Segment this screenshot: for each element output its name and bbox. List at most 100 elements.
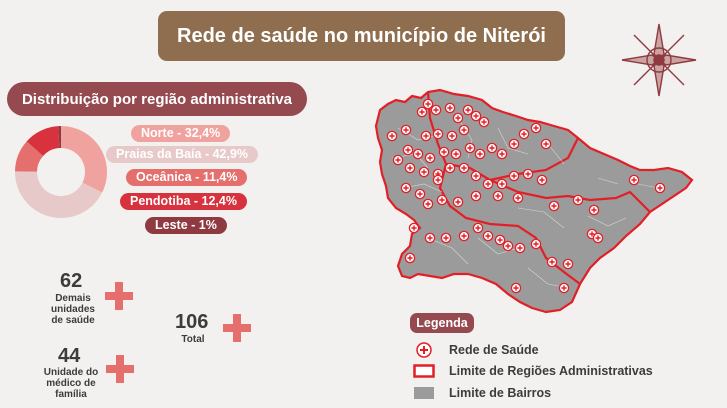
health-unit-marker	[482, 178, 494, 190]
health-unit-marker	[472, 222, 484, 234]
health-unit-marker	[420, 130, 432, 142]
health-unit-marker	[562, 258, 574, 270]
health-unit-marker	[486, 142, 498, 154]
other-units-count: 62	[60, 270, 83, 292]
health-unit-marker	[492, 190, 504, 202]
health-unit-marker	[450, 148, 462, 160]
health-unit-marker	[514, 242, 526, 254]
health-unit-marker	[470, 190, 482, 202]
health-unit-marker	[404, 252, 416, 264]
health-unit-marker	[402, 144, 414, 156]
health-unit-marker	[470, 110, 482, 122]
health-unit-marker	[470, 170, 482, 182]
health-unit-marker	[654, 182, 666, 194]
health-unit-marker	[444, 102, 456, 114]
health-cross-icon	[105, 282, 133, 310]
health-unit-marker	[412, 148, 424, 160]
health-unit-marker	[588, 204, 600, 216]
health-unit-marker	[510, 282, 522, 294]
health-unit-marker	[422, 98, 434, 110]
compass-rose-icon	[621, 23, 697, 97]
health-cross-icon	[223, 314, 251, 342]
region-pill-4: Leste - 1%	[145, 217, 227, 234]
health-unit-marker	[546, 256, 558, 268]
health-unit-marker	[458, 162, 470, 174]
legend-label: Rede de Saúde	[449, 343, 539, 357]
health-unit-marker	[572, 194, 584, 206]
health-unit-marker	[518, 128, 530, 140]
legend-title: Legenda	[410, 313, 474, 333]
family-units-count: 44	[58, 345, 81, 367]
page-title: Rede de saúde no município de Niterói	[158, 11, 565, 61]
red-outline-box-icon	[413, 364, 435, 378]
health-unit-marker	[430, 104, 442, 116]
health-unit-marker	[502, 240, 514, 252]
distribution-heading: Distribuição por região administrativa	[7, 82, 307, 116]
health-unit-marker	[496, 148, 508, 160]
health-unit-marker	[548, 200, 560, 212]
health-unit-marker	[446, 130, 458, 142]
health-cross-icon	[413, 342, 435, 358]
total-count: 106	[175, 311, 209, 333]
health-cross-icon	[106, 355, 134, 383]
region-pill-3: Pendotiba - 12,4%	[120, 193, 247, 210]
donut-slice-1	[15, 171, 103, 218]
health-unit-marker	[508, 138, 520, 150]
health-unit-marker	[404, 162, 416, 174]
other-units-label: Demais unidades de saúde	[51, 293, 95, 326]
health-unit-marker	[592, 232, 604, 244]
legend-item-rede-de-saude: Rede de Saúde	[413, 342, 539, 358]
health-unit-marker	[416, 106, 428, 118]
health-unit-marker	[436, 194, 448, 206]
health-unit-marker	[536, 174, 548, 186]
health-unit-marker	[452, 196, 464, 208]
health-unit-marker	[418, 166, 430, 178]
health-unit-marker	[458, 230, 470, 242]
region-pill-1: Praias da Baía - 42,9%	[106, 146, 259, 163]
health-unit-marker	[478, 116, 490, 128]
health-unit-marker	[386, 130, 398, 142]
legend-label: Limite de Regiões Administrativas	[449, 364, 653, 378]
health-unit-marker	[424, 152, 436, 164]
health-unit-marker	[452, 112, 464, 124]
donut-slice-2	[15, 141, 44, 172]
health-unit-marker	[530, 122, 542, 134]
health-unit-marker	[496, 178, 508, 190]
health-unit-marker	[482, 230, 494, 242]
health-unit-marker	[414, 188, 426, 200]
region-pill-0: Norte - 32,4%	[131, 125, 231, 142]
health-unit-marker	[458, 124, 470, 136]
health-unit-marker	[422, 198, 434, 210]
health-unit-marker	[512, 192, 524, 204]
health-unit-marker	[400, 124, 412, 136]
health-unit-marker	[540, 138, 552, 150]
health-unit-marker	[628, 174, 640, 186]
niteroi-map	[374, 88, 694, 313]
health-unit-marker	[444, 162, 456, 174]
total-label: Total	[181, 334, 205, 345]
family-units-label: Unidade do médico de família	[43, 367, 99, 400]
health-unit-marker	[494, 234, 506, 246]
health-unit-marker	[440, 232, 452, 244]
health-unit-marker	[432, 128, 444, 140]
health-unit-marker	[464, 142, 476, 154]
gray-box-icon	[413, 386, 435, 400]
health-unit-marker	[522, 168, 534, 180]
legend-item-limite-bairros: Limite de Bairros	[413, 386, 551, 400]
region-pill-2: Oceânica - 11,4%	[126, 169, 248, 186]
health-unit-marker	[424, 232, 436, 244]
health-unit-marker	[462, 104, 474, 116]
legend-item-limite-regioes: Limite de Regiões Administrativas	[413, 364, 653, 378]
health-unit-marker	[400, 182, 412, 194]
health-unit-marker	[508, 170, 520, 182]
health-unit-marker	[474, 148, 486, 160]
donut-slice-0	[61, 126, 107, 193]
health-unit-marker	[392, 154, 404, 166]
health-unit-marker	[438, 146, 450, 158]
municipality-shape	[376, 90, 692, 312]
health-unit-marker	[408, 222, 420, 234]
legend-label: Limite de Bairros	[449, 386, 552, 400]
donut-slice-4	[58, 126, 61, 149]
region-donut-chart	[15, 126, 107, 218]
health-unit-marker	[558, 282, 570, 294]
